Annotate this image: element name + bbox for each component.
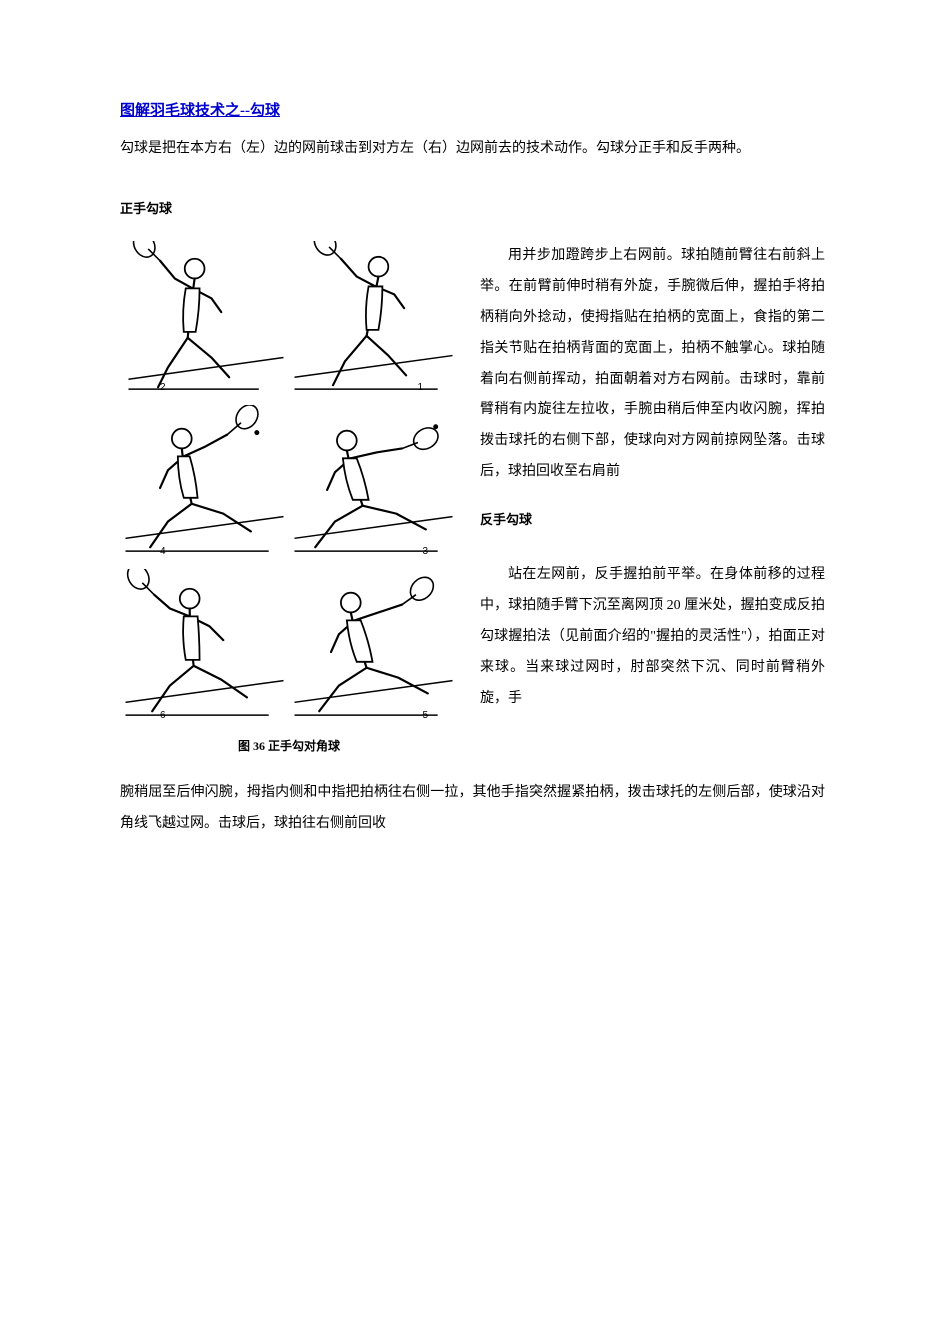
figure-cell: 5 xyxy=(289,569,458,727)
figure-cell: 6 xyxy=(120,569,289,727)
figure-illustration: 2 1 xyxy=(120,241,458,759)
player-pose-icon xyxy=(289,405,458,563)
figure-column: 2 1 xyxy=(120,241,458,767)
figure-label: 4 xyxy=(160,541,166,563)
figure-label: 2 xyxy=(160,377,166,399)
section-1-heading: 正手勾球 xyxy=(120,195,825,224)
figure-label: 1 xyxy=(417,377,423,399)
figure-caption: 图 36 正手勾对角球 xyxy=(120,733,458,759)
player-pose-icon xyxy=(120,569,289,727)
content-block: 2 1 xyxy=(120,241,825,767)
figure-row: 6 5 xyxy=(120,569,458,727)
page-title: 图解羽毛球技术之--勾球 xyxy=(120,95,825,128)
section-2-body-part2: 腕稍屈至后伸闪腕，拇指内侧和中指把拍柄往右侧一拉，其他手指突然握紧拍柄，拨击球托… xyxy=(120,778,825,840)
figure-cell: 3 xyxy=(289,405,458,563)
figure-row: 4 xyxy=(120,405,458,563)
figure-label: 5 xyxy=(422,705,428,727)
figure-cell: 1 xyxy=(289,241,458,399)
figure-label: 6 xyxy=(160,705,166,727)
figure-cell: 2 xyxy=(120,241,289,399)
intro-paragraph: 勾球是把在本方右（左）边的网前球击到对方左（右）边网前去的技术动作。勾球分正手和… xyxy=(120,134,825,165)
player-pose-icon xyxy=(120,241,289,399)
player-pose-icon xyxy=(120,405,289,563)
player-pose-icon xyxy=(289,569,458,727)
figure-row: 2 1 xyxy=(120,241,458,399)
figure-label: 3 xyxy=(422,541,428,563)
player-pose-icon xyxy=(289,241,458,399)
figure-cell: 4 xyxy=(120,405,289,563)
